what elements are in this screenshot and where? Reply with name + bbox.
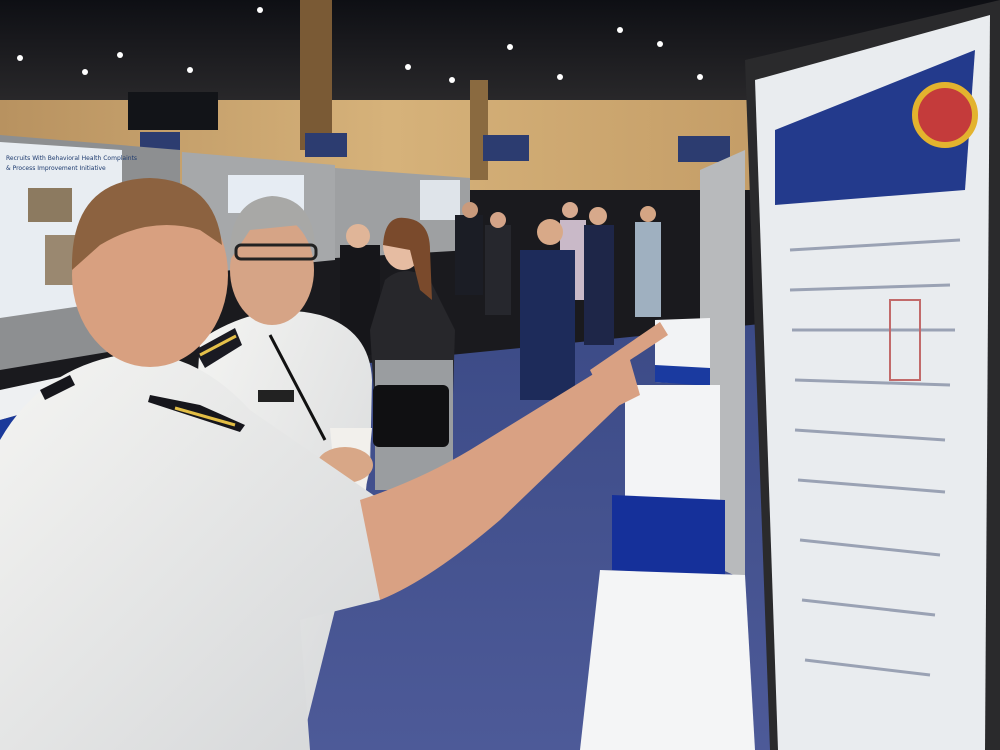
table-skirt xyxy=(612,495,725,578)
poster-title: Recruits With Behavioral Health Complain… xyxy=(6,155,137,162)
table xyxy=(625,385,720,505)
ceiling-lights xyxy=(17,7,703,83)
pillar xyxy=(470,80,488,180)
poster-logo xyxy=(912,82,978,148)
speaker xyxy=(128,92,218,130)
poster-header xyxy=(775,50,975,205)
poster-photo xyxy=(28,188,72,222)
crowd xyxy=(340,202,661,490)
aisle-signs xyxy=(140,132,730,162)
table-skirt xyxy=(655,365,710,386)
poster-title: & Process Improvement Initiative xyxy=(6,165,106,172)
officer-foreground xyxy=(0,178,668,750)
pillar xyxy=(300,0,332,150)
poster-photo xyxy=(45,235,75,285)
poster-text xyxy=(789,238,961,677)
table xyxy=(580,570,755,750)
handbag xyxy=(373,385,449,447)
poster xyxy=(420,180,460,220)
poster-figure xyxy=(889,299,921,381)
